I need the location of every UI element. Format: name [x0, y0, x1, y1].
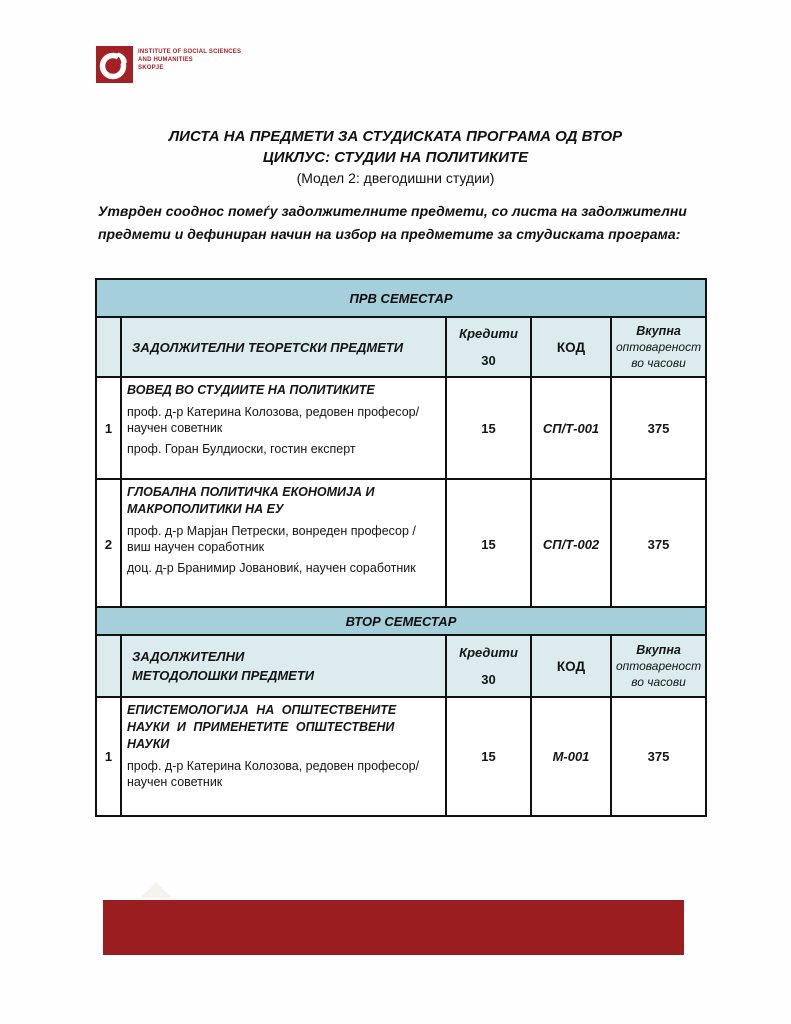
- hours-header-line: Вкупна: [636, 324, 681, 338]
- row-number: 1: [95, 696, 122, 817]
- staff-line: доц. д-р Бранимир Јовановиќ, научен сора…: [127, 561, 416, 575]
- institute-name: INSTITUTE OF SOCIAL SCIENCES AND HUMANIT…: [138, 48, 241, 72]
- subject-cell: ГЛОБАЛНА ПОЛИТИЧКА ЕКОНОМИЈА И МАКРОПОЛИ…: [120, 478, 447, 610]
- footer-bar: [103, 900, 684, 955]
- hours-header-line: оптовареност: [615, 659, 702, 673]
- header-hours-cell: Вкупна оптовареност во часови: [609, 634, 708, 698]
- subject-cell: ЕПИСТЕМОЛОГИЈА НА ОПШТЕСТВЕНИТЕ НАУКИ И …: [120, 696, 447, 817]
- subjects-header-label: МЕТОДОЛОШКИ ПРЕДМЕТИ: [132, 668, 315, 683]
- institute-name-line: INSTITUTE OF SOCIAL SCIENCES: [138, 49, 242, 55]
- header-subjects-cell: ЗАДОЛЖИТЕЛНИ МЕТОДОЛОШКИ ПРЕДМЕТИ: [120, 634, 447, 698]
- staff-line: проф. д-р Катерина Колозова, редовен про…: [127, 759, 420, 789]
- title-line-1: ЛИСТА НА ПРЕДМЕТИ ЗА СТУДИСКАТА ПРОГРАМА…: [168, 128, 623, 145]
- subjects-header-label: ЗАДОЛЖИТЕЛНИ: [132, 649, 245, 664]
- intro-line-1: Утврден сооднос помеѓу задолжителните пр…: [98, 203, 687, 219]
- title-subline: (Модел 2: двегодишни студии): [296, 170, 495, 186]
- code-header-label: КОД: [556, 658, 586, 674]
- hours-header-line: во часови: [631, 675, 686, 689]
- code-value: СП/Т-001: [530, 376, 612, 480]
- hours-value: 375: [609, 696, 708, 817]
- letterhead: INSTITUTE OF SOCIAL SCIENCES AND HUMANIT…: [96, 46, 241, 83]
- institute-logo-icon: [96, 46, 133, 83]
- scan-artifact: [140, 882, 172, 898]
- credits-value: 15: [445, 376, 532, 480]
- header-code-cell: КОД: [530, 634, 612, 698]
- code-value: М-001: [530, 696, 612, 817]
- staff-line: проф. Горан Булдиоски, гостин експерт: [127, 442, 356, 456]
- intro-paragraph: Утврден сооднос помеѓу задолжителните пр…: [98, 200, 706, 246]
- header-credits-cell: Кредити 30: [445, 634, 532, 698]
- subject-title: ЕПИСТЕМОЛОГИЈА НА ОПШТЕСТВЕНИТЕ НАУКИ И …: [127, 703, 397, 751]
- header-num-cell: [95, 316, 122, 378]
- institute-name-line: SKOPJE: [138, 65, 164, 71]
- table-row: 1 ЕПИСТЕМОЛОГИЈА НА ОПШТЕСТВЕНИТЕ НАУКИ …: [95, 696, 708, 817]
- title-line-2: ЦИКЛУС: СТУДИИ НА ПОЛИТИКИТЕ: [262, 149, 529, 166]
- second-semester-table: ВТОР СЕМЕСТАР ЗАДОЛЖИТЕЛНИ МЕТОДОЛОШКИ П…: [94, 606, 708, 817]
- hours-header-line: оптовареност: [615, 340, 702, 354]
- hours-value: 375: [609, 478, 708, 610]
- document-title: ЛИСТА НА ПРЕДМЕТИ ЗА СТУДИСКАТА ПРОГРАМА…: [0, 126, 791, 188]
- code-value: СП/Т-002: [530, 478, 612, 610]
- credits-total: 30: [481, 672, 496, 687]
- subject-cell: ВОВЕД ВО СТУДИИТЕ НА ПОЛИТИКИТЕ проф. д-…: [120, 376, 447, 480]
- header-hours-cell: Вкупна оптовареност во часови: [609, 316, 708, 378]
- credits-value: 15: [445, 478, 532, 610]
- intro-line-2: предмети и дефиниран начин на избор на п…: [98, 226, 681, 242]
- credits-value: 15: [445, 696, 532, 817]
- row-number: 1: [95, 376, 122, 480]
- header-credits-cell: Кредити 30: [445, 316, 532, 378]
- staff-line: проф. д-р Катерина Колозова, редовен про…: [127, 405, 420, 435]
- credits-header-label: Кредити: [459, 326, 518, 341]
- semester-band: ПРВ СЕМЕСТАР: [94, 278, 708, 318]
- subject-title: ГЛОБАЛНА ПОЛИТИЧКА ЕКОНОМИЈА И МАКРОПОЛИ…: [127, 485, 375, 516]
- institute-name-line: AND HUMANITIES: [138, 57, 193, 63]
- first-semester-table: ПРВ СЕМЕСТАР ЗАДОЛЖИТЕЛНИ ТЕОРЕТСКИ ПРЕД…: [94, 278, 708, 610]
- table-row: 2 ГЛОБАЛНА ПОЛИТИЧКА ЕКОНОМИЈА И МАКРОПО…: [95, 478, 708, 610]
- subjects-header-label: ЗАДОЛЖИТЕЛНИ ТЕОРЕТСКИ ПРЕДМЕТИ: [132, 339, 404, 355]
- row-number: 2: [95, 478, 122, 610]
- header-num-cell: [95, 634, 122, 698]
- subject-title: ВОВЕД ВО СТУДИИТЕ НА ПОЛИТИКИТЕ: [127, 383, 375, 397]
- hours-header-line: Вкупна: [636, 643, 681, 657]
- staff-line: проф. д-р Марјан Петрески, вонреден проф…: [127, 524, 416, 554]
- semester-band: ВТОР СЕМЕСТАР: [94, 606, 708, 636]
- hours-header-line: во часови: [631, 356, 686, 370]
- credits-header-label: Кредити: [459, 645, 518, 660]
- credits-total: 30: [481, 353, 496, 368]
- code-header-label: КОД: [556, 339, 586, 355]
- header-code-cell: КОД: [530, 316, 612, 378]
- hours-value: 375: [609, 376, 708, 480]
- header-subjects-cell: ЗАДОЛЖИТЕЛНИ ТЕОРЕТСКИ ПРЕДМЕТИ: [120, 316, 447, 378]
- table-row: 1 ВОВЕД ВО СТУДИИТЕ НА ПОЛИТИКИТЕ проф. …: [95, 376, 708, 480]
